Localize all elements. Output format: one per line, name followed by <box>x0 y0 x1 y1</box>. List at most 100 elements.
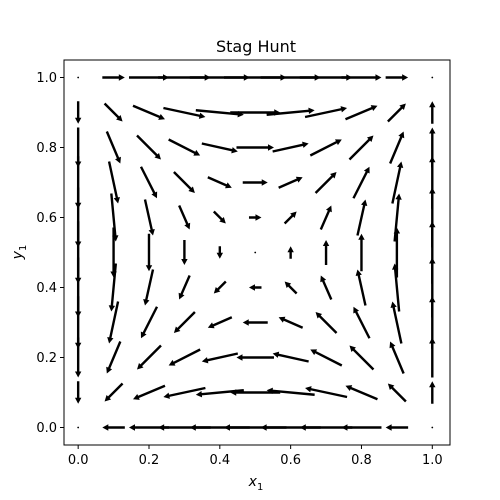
arrow <box>389 341 405 374</box>
arrow <box>104 382 124 402</box>
arrow <box>110 227 117 278</box>
x-tick-label: 0.0 <box>68 453 89 468</box>
arrow <box>387 103 406 123</box>
y-tick-label: 0.8 <box>36 141 57 156</box>
arrow <box>74 187 82 248</box>
arrow <box>429 221 436 284</box>
arrow <box>74 101 82 124</box>
arrow <box>181 240 188 265</box>
x-tick-label: 0.6 <box>280 453 301 468</box>
arrow <box>139 166 158 199</box>
y-tick-label: 1.0 <box>36 71 57 86</box>
arrow <box>201 142 238 154</box>
arrow <box>315 312 338 334</box>
arrow <box>74 337 82 378</box>
arrow <box>429 156 436 209</box>
arrow <box>345 385 378 401</box>
arrow <box>212 210 226 224</box>
arrow <box>341 74 382 81</box>
y-tick-label: 0.2 <box>36 351 57 366</box>
arrow <box>74 156 82 209</box>
arrow <box>74 127 82 168</box>
arrow <box>107 161 120 204</box>
arrow <box>102 74 125 81</box>
arrow <box>145 233 153 272</box>
arrow <box>236 354 274 361</box>
y-axis-ticks: 0.0 0.2 0.4 0.6 0.8 1.0 <box>36 71 64 436</box>
arrow <box>314 172 337 194</box>
arrow <box>309 139 342 157</box>
x-axis-label: x1 <box>248 474 264 493</box>
arrow <box>266 387 315 396</box>
arrow <box>320 275 333 300</box>
arrow <box>136 134 161 160</box>
arrow <box>189 424 250 431</box>
arrow <box>236 144 274 151</box>
arrow <box>143 199 155 236</box>
arrow <box>429 187 436 248</box>
arrow <box>305 386 348 399</box>
arrow <box>173 311 196 333</box>
arrow <box>242 179 268 186</box>
arrow <box>178 205 191 230</box>
arrow <box>195 109 244 118</box>
arrow <box>168 348 201 366</box>
arrow <box>429 127 436 168</box>
arrow <box>248 214 262 221</box>
arrow <box>189 74 250 81</box>
arrow-field <box>74 74 436 431</box>
plot-frame <box>63 59 451 446</box>
y-tick-label: 0.4 <box>36 281 57 296</box>
arrow <box>387 383 407 403</box>
arrow <box>431 426 434 429</box>
arrow <box>223 424 287 431</box>
arrow <box>178 275 191 300</box>
arrow <box>74 381 82 404</box>
arrow <box>102 424 125 431</box>
arrow <box>74 296 82 349</box>
arrow <box>352 166 370 199</box>
arrow <box>341 424 382 431</box>
chart-title: Stag Hunt <box>216 37 296 56</box>
arrow <box>103 102 123 122</box>
arrow <box>260 424 321 431</box>
arrow <box>429 257 436 318</box>
arrow <box>278 176 303 189</box>
arrow <box>201 352 239 364</box>
arrow <box>132 104 165 120</box>
arrow <box>358 233 365 272</box>
arrow <box>266 107 315 116</box>
x-tick-label: 1.0 <box>422 453 443 468</box>
arrow <box>143 269 155 306</box>
arrow <box>77 426 80 429</box>
arrow <box>385 424 409 431</box>
arrow <box>393 193 402 242</box>
x-tick-label: 0.4 <box>209 453 230 468</box>
arrow <box>74 257 82 318</box>
arrow <box>140 306 159 339</box>
arrow <box>163 386 206 399</box>
arrow <box>272 141 309 153</box>
arrow <box>248 284 262 291</box>
x-axis-ticks: 0.0 0.2 0.4 0.6 0.8 1.0 <box>68 445 443 468</box>
arrow <box>299 74 353 81</box>
arrow <box>353 306 371 339</box>
arrow <box>310 349 343 367</box>
arrow <box>322 240 330 265</box>
arrow <box>216 246 224 259</box>
arrow <box>390 301 403 344</box>
arrow <box>283 211 297 225</box>
arrow <box>173 171 195 193</box>
arrow <box>287 246 294 259</box>
arrow <box>77 76 80 79</box>
arrow <box>431 76 434 79</box>
arrow <box>272 351 309 363</box>
arrow <box>389 131 405 164</box>
y-tick-label: 0.0 <box>36 421 57 436</box>
arrow <box>168 138 201 156</box>
arrow <box>158 424 211 431</box>
arrow <box>356 199 368 236</box>
arrow <box>260 74 321 81</box>
arrow <box>355 269 367 306</box>
